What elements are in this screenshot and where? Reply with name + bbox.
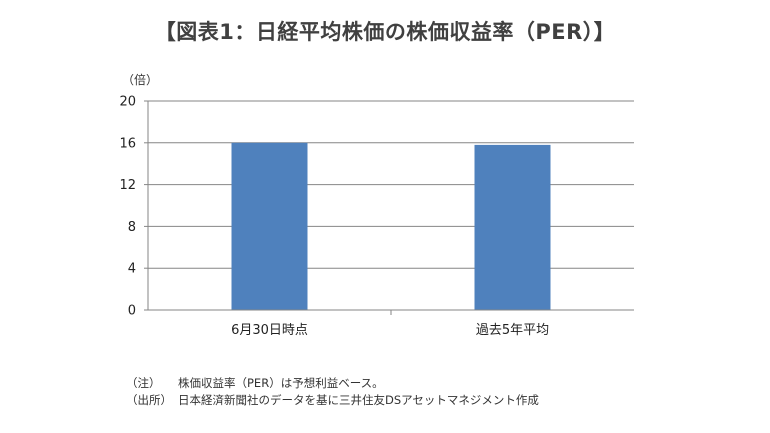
chart-title: 【図表1：日経平均株価の株価収益率（PER）】 [154,20,616,44]
y-axis-label: （倍） [122,72,158,87]
source-tag: （出所） [126,393,172,407]
source-row: （出所） 日本経済新聞社のデータを基に三井住友DSアセットマネジメント作成 [126,392,539,409]
note-tag: （注） [126,376,161,390]
x-tick-label: 過去5年平均 [476,323,549,338]
footnotes: （注） 株価収益率（PER）は予想利益ベース。 （出所） 日本経済新聞社のデータ… [126,375,539,409]
y-tick-label: 0 [128,304,136,319]
note-row: （注） 株価収益率（PER）は予想利益ベース。 [126,375,539,392]
source-text: 日本経済新聞社のデータを基に三井住友DSアセットマネジメント作成 [178,393,539,407]
x-tick-label: 6月30日時点 [231,323,308,338]
y-tick-label: 8 [128,220,136,235]
y-tick-label: 4 [128,262,136,277]
x-tick-labels: 6月30日時点 過去5年平均 [231,310,549,338]
y-tick-labels: 0 4 8 12 16 20 [119,95,136,319]
bars [231,142,551,310]
y-tick-label: 16 [119,136,136,151]
y-tick-label: 12 [119,178,136,193]
bar [231,142,308,310]
note-text: 株価収益率（PER）は予想利益ベース。 [178,376,384,390]
y-tick-label: 20 [119,95,136,110]
bar [474,144,551,310]
gridlines [144,100,634,311]
